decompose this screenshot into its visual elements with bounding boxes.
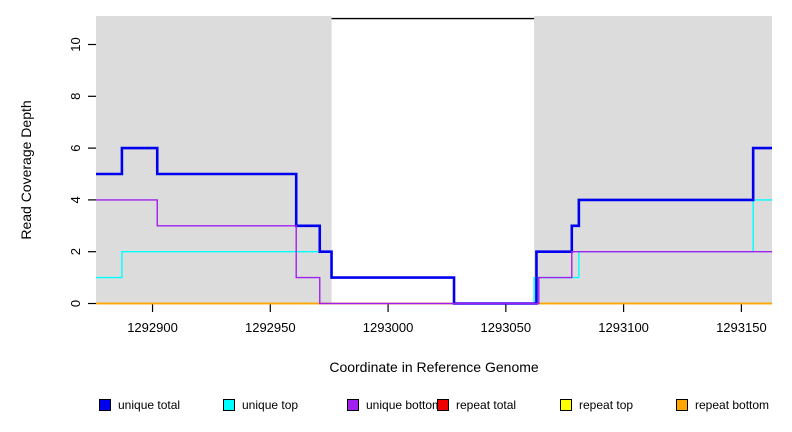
legend-swatch-repeat-top bbox=[560, 399, 572, 411]
y-axis-tick-label: 10 bbox=[68, 37, 83, 51]
series-line-unique-bottom bbox=[96, 199, 772, 305]
y-axis-title: Read Coverage Depth bbox=[18, 100, 34, 239]
y-axis-tick-label: 2 bbox=[68, 248, 83, 255]
data-series-layer bbox=[96, 146, 772, 305]
legend-label: repeat total bbox=[456, 398, 517, 412]
legend-item-repeat-total: repeat total bbox=[437, 398, 516, 412]
series-line-unique-total bbox=[96, 146, 772, 305]
legend-swatch-unique-bottom bbox=[347, 399, 359, 411]
legend-item-unique-total: unique total bbox=[99, 398, 180, 412]
legend-swatch-unique-top bbox=[223, 399, 235, 411]
y-axis-tick-label: 8 bbox=[68, 93, 83, 100]
legend-swatch-repeat-bottom bbox=[676, 399, 688, 411]
x-axis-tick-label: 1293050 bbox=[481, 320, 532, 335]
x-axis-tick-label: 1293150 bbox=[716, 320, 767, 335]
legend-label: unique total bbox=[118, 398, 181, 412]
repeat-region-highlight-band bbox=[331, 16, 535, 304]
y-axis-tick-label: 0 bbox=[68, 300, 83, 307]
legend-item-unique-bottom: unique bottom bbox=[347, 398, 442, 412]
legend-swatch-unique-total bbox=[99, 399, 111, 411]
legend-label: unique top bbox=[242, 398, 299, 412]
x-axis-tick-label: 1293000 bbox=[363, 320, 414, 335]
y-axis-tick-label: 6 bbox=[68, 144, 83, 151]
x-axis-tick-label: 1292950 bbox=[245, 320, 296, 335]
y-axis-tick-label: 4 bbox=[68, 196, 83, 203]
legend-label: repeat top bbox=[579, 398, 634, 412]
plot-background-layer bbox=[96, 16, 772, 304]
legend-item-repeat-bottom: repeat bottom bbox=[676, 398, 769, 412]
legend-item-unique-top: unique top bbox=[223, 398, 298, 412]
legend-item-repeat-top: repeat top bbox=[560, 398, 633, 412]
legend-label: unique bottom bbox=[366, 398, 443, 412]
x-axis-title: Coordinate in Reference Genome bbox=[329, 359, 539, 375]
legend: unique total unique top unique bottom repea… bbox=[0, 398, 792, 418]
x-axis-tick-label: 1293100 bbox=[598, 320, 649, 335]
legend-label: repeat bottom bbox=[695, 398, 770, 412]
legend-swatch-repeat-total bbox=[437, 399, 449, 411]
x-axis-tick-label: 1292900 bbox=[127, 320, 178, 335]
